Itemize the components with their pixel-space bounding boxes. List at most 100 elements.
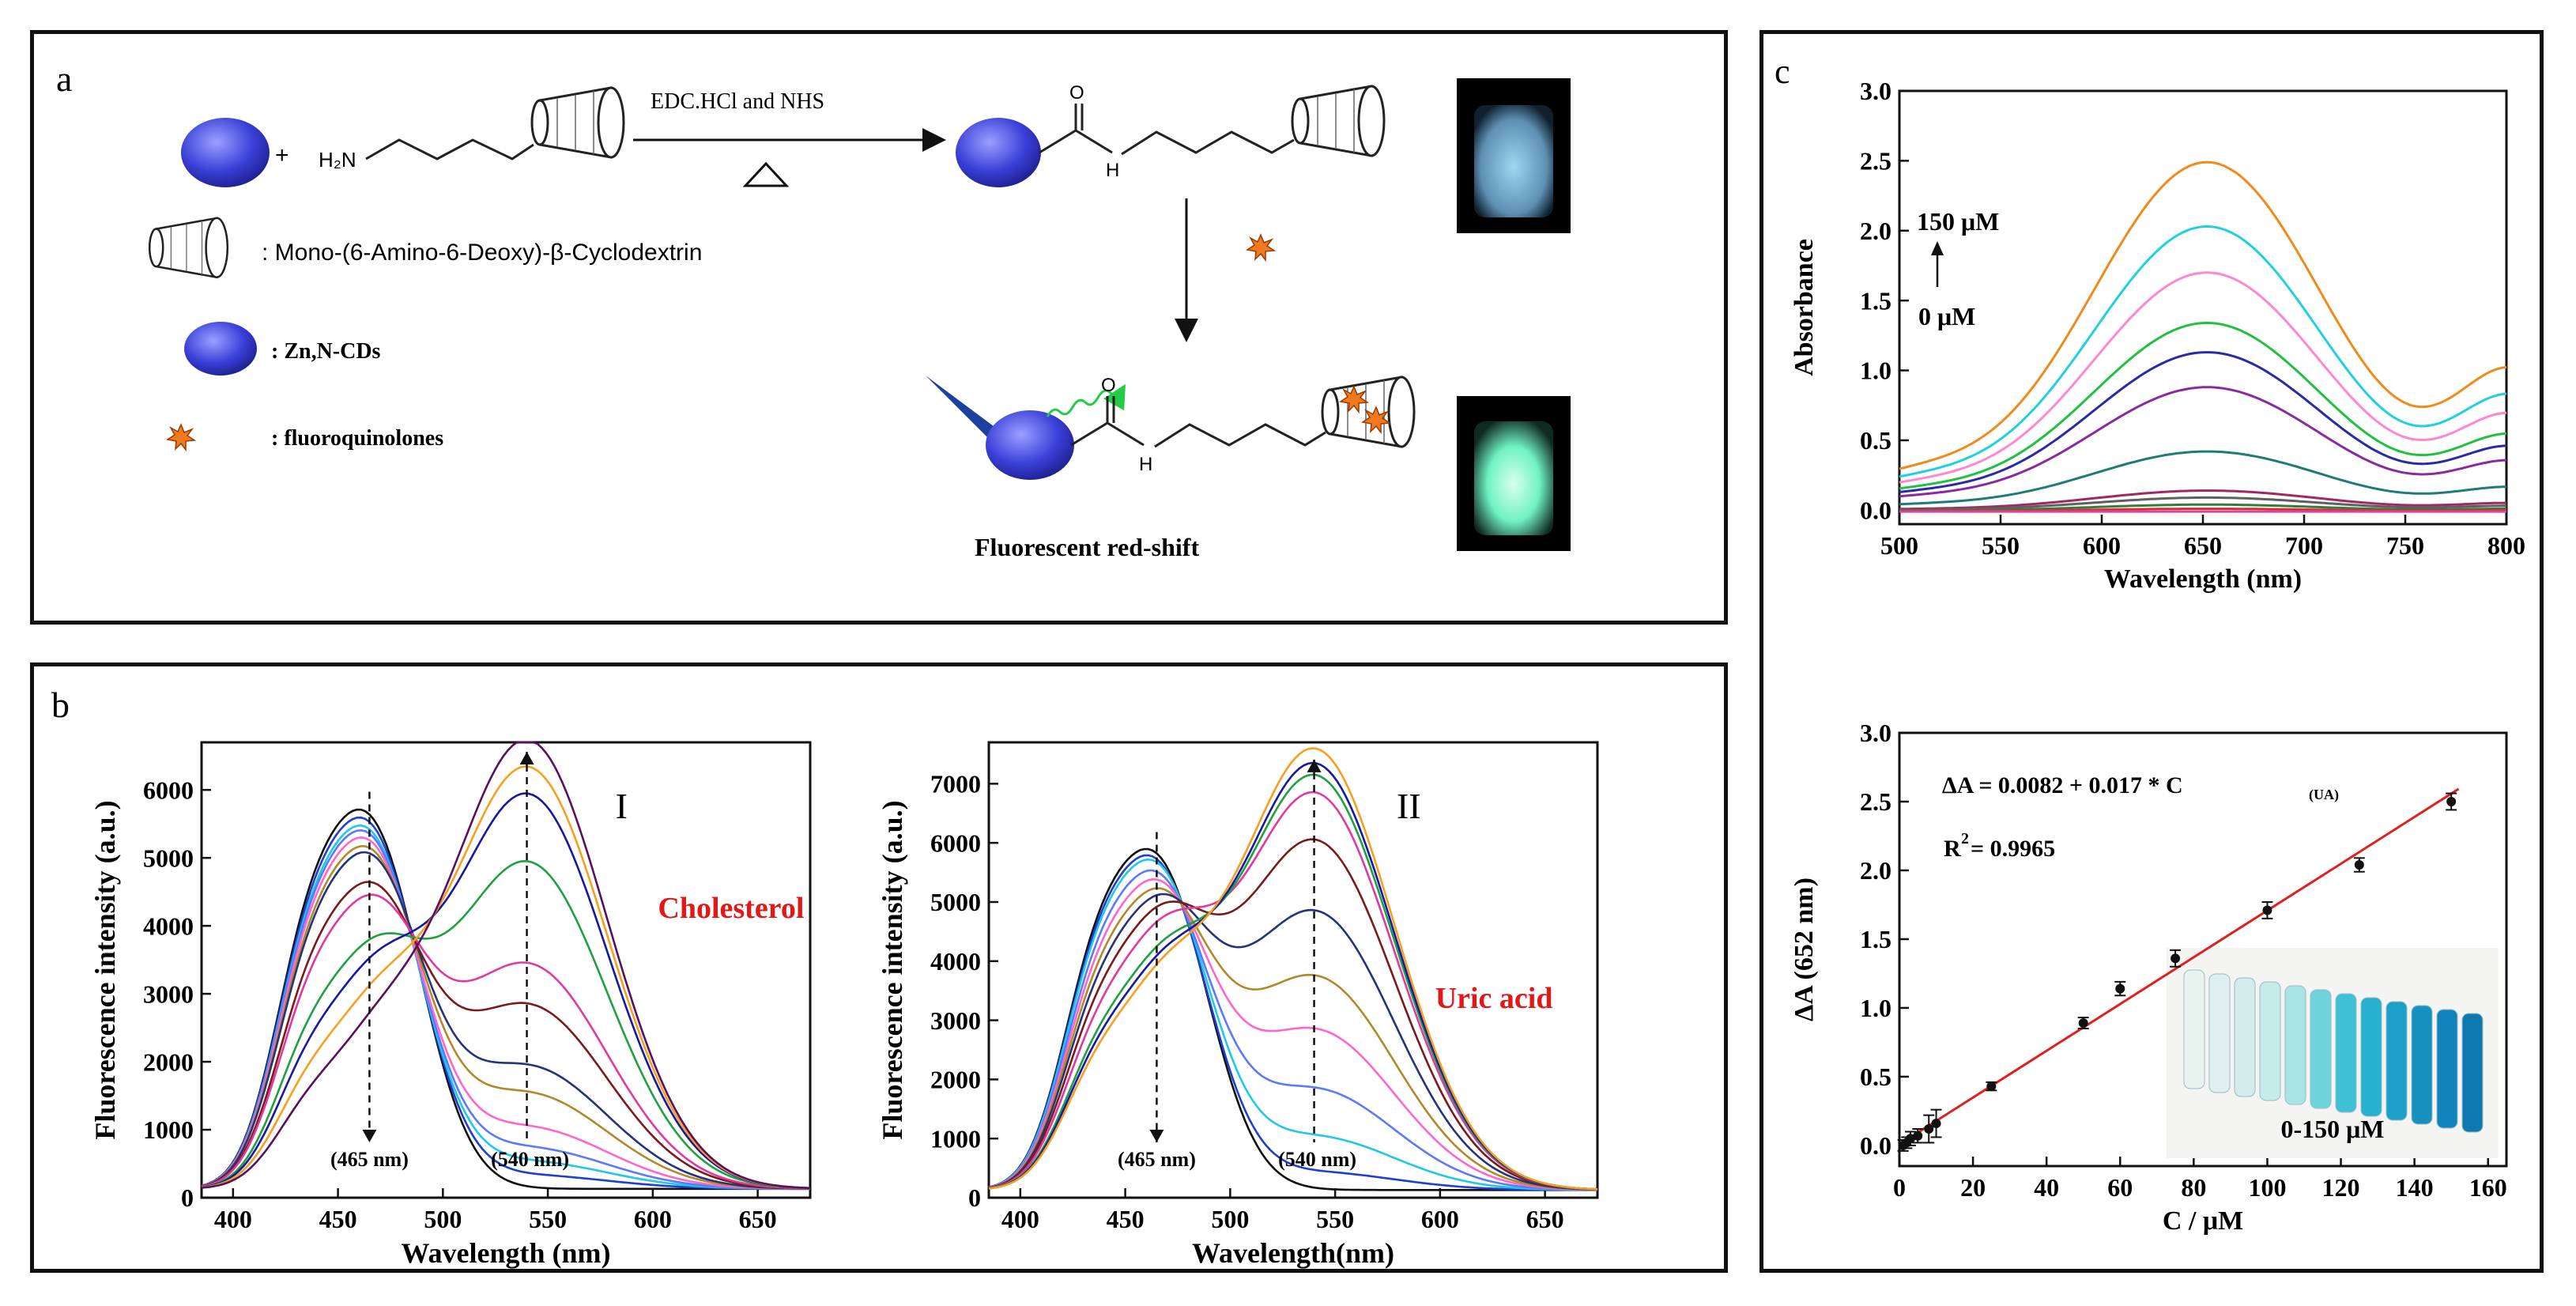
b2-peak-arrow [1149, 1130, 1164, 1142]
b2-series-line [988, 893, 1598, 1191]
c1-up-arrow-head [1931, 241, 1944, 255]
b1-plot-frame [200, 741, 812, 1199]
c2-inset-label: 0-150 μM [2281, 1115, 2385, 1143]
legend-fluoroquinolone-icon [167, 424, 195, 451]
c2-ytick-label: 1.5 [1860, 925, 1891, 953]
product-cyclodextrin-icon [1291, 85, 1386, 157]
c1-ytick-label: 0.5 [1860, 426, 1891, 455]
c2-xtick-label: 80 [2181, 1173, 2206, 1202]
c2-equation-sub: (UA) [2309, 787, 2339, 803]
c2-xtick-label: 120 [2322, 1173, 2360, 1202]
linker-chain [365, 138, 534, 160]
c2-r2-value: = 0.9965 [1971, 836, 2055, 862]
c1-series-line [1899, 450, 2507, 506]
c2-ytick-label: 2.5 [1860, 787, 1891, 816]
c1-xlabel: Wavelength (nm) [2104, 564, 2302, 594]
bound-fq-1 [1340, 386, 1368, 413]
c2-data-point [2446, 796, 2457, 806]
legend-dot-icon [184, 322, 257, 376]
carbonyl-o: O [1069, 82, 1084, 104]
c2-inset-vial [2335, 993, 2357, 1113]
b2-ytick-label: 6000 [930, 829, 981, 857]
complex-nh-label: H [1139, 454, 1152, 475]
c1-series-line [1899, 225, 2507, 478]
b1-series-line [201, 829, 810, 1190]
b1-ytick-label: 6000 [143, 776, 194, 804]
b2-peak-label: (465 nm) [1118, 1148, 1196, 1171]
c1-xtick-label: 800 [2487, 531, 2525, 560]
c1-xtick-label: 500 [1880, 531, 1918, 560]
panel-b-letter: b [51, 685, 70, 725]
b1-series-line [201, 851, 810, 1190]
b1-ytick-label: 1000 [143, 1115, 194, 1144]
c1-series-line [1899, 489, 2507, 511]
b2-ytick-label: 7000 [930, 770, 981, 798]
b2-series-line [988, 887, 1598, 1191]
b2-analyte-label: Uric acid [1435, 982, 1553, 1015]
b2-peak-label: (540 nm) [1278, 1148, 1356, 1171]
b2-series-line [988, 854, 1597, 1191]
b2-ylabel: Fluorescence intensity (a.u.) [877, 800, 908, 1139]
c1-series-line [1899, 321, 2507, 490]
c2-data-point [2078, 1018, 2088, 1029]
added-fluoroquinolone-icon [1247, 234, 1275, 261]
c1-ytick-label: 3.0 [1860, 77, 1891, 105]
b1-xlabel: Wavelength (nm) [402, 1237, 611, 1269]
reagent-label: EDC.HCl and NHS [651, 89, 824, 114]
c1-series-line [1899, 271, 2507, 484]
nh-label: H [1106, 160, 1119, 181]
panel-b-spectra: b 400 450 500 550 600 650 0 1000 2000 3000 4000 500… [30, 662, 1728, 1273]
c1-xtick-label: 600 [2083, 531, 2121, 560]
b1-xtick-label: 550 [529, 1205, 567, 1233]
b2-ytick-label: 1000 [930, 1124, 981, 1153]
c2-inset-vial [2259, 981, 2281, 1101]
c2-ytick-label: 3.0 [1860, 719, 1891, 747]
c2-xtick-label: 100 [2248, 1173, 2286, 1202]
b2-xtick-label: 550 [1316, 1205, 1354, 1233]
zn-n-cd-dot [181, 118, 270, 187]
b1-series-line [201, 893, 811, 1190]
b1-xtick-label: 450 [319, 1205, 357, 1233]
c2-xtick-label: 160 [2469, 1173, 2507, 1202]
c2-inset-vial [2411, 1005, 2433, 1125]
c1-series-line [1899, 496, 2506, 511]
panel-c-absorbance: c 500 550 600 650 700 750 800 0.0 0.5 1.0 1.5 2.0 2.… [1759, 30, 2544, 1273]
b1-series-line [201, 808, 810, 1191]
c2-ytick-label: 0.5 [1860, 1063, 1891, 1091]
c2-inset-vial [2360, 997, 2382, 1117]
c2-xtick-label: 20 [1960, 1173, 1986, 1202]
b1-series-line [201, 836, 810, 1190]
complex-dot [986, 410, 1074, 480]
b2-peak-arrow [1307, 759, 1322, 772]
c1-xtick-label: 550 [1982, 531, 2020, 560]
b2-series-line [988, 858, 1598, 1191]
c2-data-point [2115, 983, 2125, 994]
panel-a-letter: a [56, 59, 72, 99]
b2-xtick-label: 450 [1107, 1205, 1145, 1233]
c2-r2-sup: 2 [1961, 830, 1969, 847]
c2-inset-vial [2234, 977, 2256, 1097]
c1-xtick-label: 750 [2386, 531, 2424, 560]
b1-ytick-label: 4000 [143, 912, 194, 940]
b2-series-line [988, 747, 1598, 1191]
c1-ytick-label: 2.0 [1860, 217, 1891, 245]
b1-series-line [201, 844, 810, 1190]
c1-xtick-label: 650 [2184, 531, 2222, 560]
b1-analyte-label: Cholesterol [658, 892, 804, 925]
b1-xtick-label: 600 [634, 1205, 672, 1233]
c2-inset-vial [2436, 1009, 2458, 1129]
c2-inset-vial [2386, 1001, 2408, 1121]
b2-xtick-label: 650 [1526, 1205, 1564, 1233]
product-chain [1121, 130, 1295, 156]
c2-ylabel: ΔA (652 nm) [1790, 878, 1819, 1021]
plus-sign: + [275, 142, 289, 168]
c2-xtick-label: 60 [2107, 1173, 2133, 1202]
c2-xtick-label: 140 [2396, 1173, 2434, 1202]
b1-peak-label: (540 nm) [491, 1148, 569, 1171]
c2-data-point [2354, 860, 2364, 870]
c1-plot-frame [1898, 89, 2508, 526]
heat-triangle-icon [742, 161, 790, 187]
c2-r2-label: R [1944, 836, 1961, 862]
c1-series-line [1899, 386, 2507, 498]
panel-b-svg: b 400 450 500 550 600 65001000200030004000500… [51, 685, 1599, 1269]
